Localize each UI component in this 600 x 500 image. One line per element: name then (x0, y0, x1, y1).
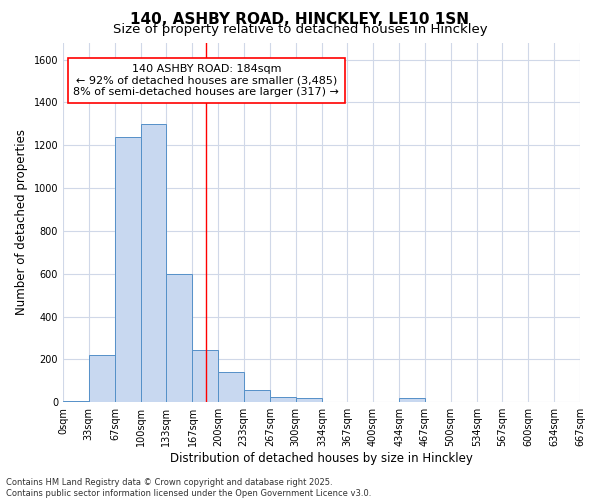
Bar (244, 390, 270, 402)
Bar (63, 401, 89, 402)
Text: Contains HM Land Registry data © Crown copyright and database right 2025.
Contai: Contains HM Land Registry data © Crown c… (6, 478, 371, 498)
Y-axis label: Number of detached properties: Number of detached properties (15, 130, 28, 316)
Text: Size of property relative to detached houses in Hinckley: Size of property relative to detached ho… (113, 22, 487, 36)
Text: 140, ASHBY ROAD, HINCKLEY, LE10 1SN: 140, ASHBY ROAD, HINCKLEY, LE10 1SN (131, 12, 470, 28)
Bar (400, 398, 425, 402)
X-axis label: Distribution of detached houses by size in Hinckley: Distribution of detached houses by size … (170, 452, 473, 465)
Bar (270, 397, 296, 402)
Bar (193, 350, 218, 402)
Bar (89, 355, 115, 402)
Text: 140 ASHBY ROAD: 184sqm
← 92% of detached houses are smaller (3,485)
8% of semi-d: 140 ASHBY ROAD: 184sqm ← 92% of detached… (73, 64, 340, 97)
Bar (218, 372, 244, 402)
Bar (166, 274, 193, 402)
Bar (296, 398, 322, 402)
Bar (115, 136, 140, 402)
Bar (140, 124, 166, 402)
